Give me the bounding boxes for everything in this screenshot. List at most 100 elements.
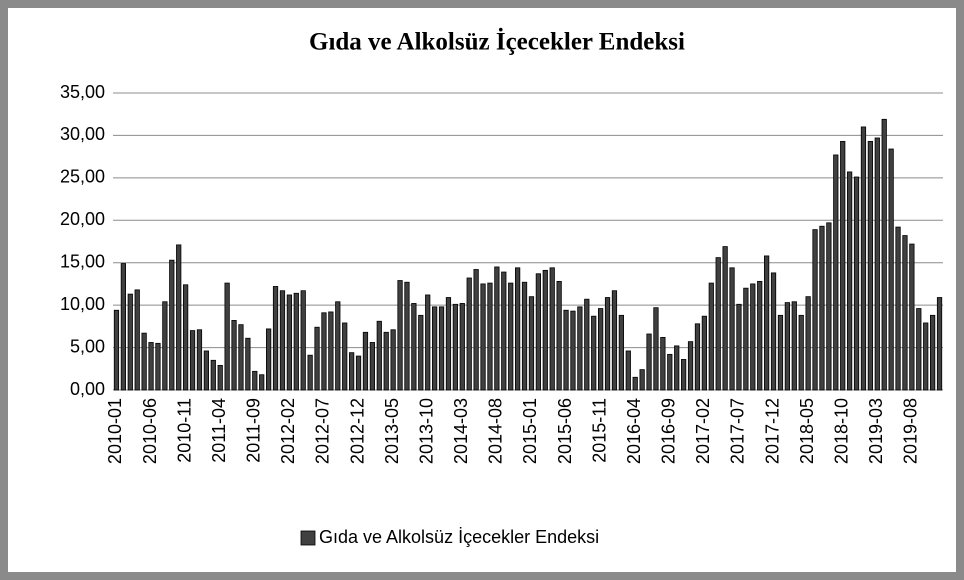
bar bbox=[203, 350, 209, 391]
bar bbox=[743, 287, 749, 391]
bar bbox=[314, 326, 320, 391]
y-tick-label: 30,00 bbox=[60, 124, 105, 144]
y-tick-label: 25,00 bbox=[60, 167, 105, 187]
bar bbox=[764, 255, 770, 391]
x-tick-label: 2016-04 bbox=[624, 398, 644, 464]
legend-swatch bbox=[300, 530, 316, 546]
bar bbox=[127, 293, 133, 391]
bar bbox=[757, 280, 763, 391]
x-tick-label: 2015-11 bbox=[589, 398, 609, 463]
x-tick-label: 2010-01 bbox=[105, 398, 125, 464]
x-tick-label: 2017-07 bbox=[728, 398, 748, 464]
y-tick-label: 10,00 bbox=[60, 294, 105, 314]
bar bbox=[473, 269, 479, 391]
bar bbox=[549, 267, 555, 391]
bar bbox=[355, 355, 362, 391]
bar bbox=[784, 302, 790, 391]
bar bbox=[777, 314, 784, 391]
bar bbox=[694, 323, 701, 391]
bar bbox=[438, 306, 445, 391]
x-tick-label: 2011-09 bbox=[244, 398, 264, 463]
bar bbox=[660, 336, 666, 391]
bar bbox=[113, 309, 120, 391]
bar bbox=[591, 315, 597, 391]
bar bbox=[798, 314, 804, 391]
y-tick-label: 0,00 bbox=[70, 379, 105, 399]
bar bbox=[342, 322, 348, 391]
bar bbox=[293, 292, 299, 391]
bar bbox=[930, 314, 936, 391]
bar bbox=[923, 322, 929, 391]
chart-title: Gıda ve Alkolsüz İçecekler Endeksi bbox=[309, 28, 685, 56]
bar bbox=[902, 235, 908, 391]
bar bbox=[646, 333, 652, 391]
x-tick-label: 2018-10 bbox=[831, 398, 851, 464]
bar bbox=[272, 286, 279, 391]
y-tick-label: 15,00 bbox=[60, 251, 105, 271]
bar bbox=[279, 290, 286, 391]
bar bbox=[328, 311, 334, 391]
bar bbox=[196, 329, 203, 391]
bar bbox=[432, 306, 438, 391]
x-tick-label: 2015-01 bbox=[520, 398, 540, 464]
bar bbox=[819, 225, 825, 391]
bar bbox=[141, 332, 147, 391]
bar bbox=[369, 342, 375, 391]
bar bbox=[812, 229, 818, 391]
bar bbox=[853, 176, 860, 391]
bar bbox=[632, 376, 638, 391]
bar bbox=[701, 315, 707, 391]
bar bbox=[639, 369, 645, 391]
bar bbox=[515, 267, 521, 391]
bar bbox=[245, 337, 251, 391]
bar bbox=[210, 359, 216, 391]
bar bbox=[411, 303, 417, 391]
bar bbox=[349, 352, 355, 391]
bar bbox=[881, 118, 887, 391]
bar bbox=[494, 266, 500, 391]
bar bbox=[335, 301, 341, 391]
bar bbox=[604, 297, 611, 391]
bar bbox=[466, 277, 472, 391]
bar bbox=[563, 309, 569, 391]
bar bbox=[376, 320, 382, 391]
bar bbox=[176, 244, 182, 391]
bar bbox=[397, 280, 403, 391]
bar bbox=[542, 269, 548, 391]
bar bbox=[805, 296, 811, 391]
bar bbox=[120, 263, 126, 391]
bar bbox=[888, 148, 894, 391]
x-tick-label: 2018-05 bbox=[797, 398, 817, 464]
bar bbox=[722, 246, 728, 391]
bar bbox=[750, 283, 756, 391]
bar bbox=[452, 303, 458, 391]
bar bbox=[169, 259, 175, 391]
bar bbox=[598, 308, 604, 391]
x-tick-label: 2014-08 bbox=[486, 398, 506, 464]
bar bbox=[708, 282, 714, 391]
bar bbox=[521, 281, 528, 391]
bar bbox=[300, 290, 306, 391]
legend-label: Gıda ve Alkolsüz İçecekler Endeksi bbox=[319, 527, 599, 547]
bar bbox=[217, 364, 223, 391]
bar bbox=[667, 353, 673, 391]
bar bbox=[321, 312, 327, 391]
bar bbox=[577, 306, 583, 391]
bar bbox=[528, 296, 535, 391]
x-tick-label: 2017-12 bbox=[762, 398, 782, 464]
bar bbox=[231, 320, 237, 391]
bar bbox=[916, 308, 922, 391]
bar bbox=[390, 329, 396, 391]
bar bbox=[445, 297, 452, 391]
x-tick-label: 2017-02 bbox=[693, 398, 713, 464]
bar bbox=[584, 298, 590, 391]
bar bbox=[134, 289, 140, 391]
x-tick-label: 2013-10 bbox=[416, 398, 436, 464]
bar bbox=[867, 140, 873, 391]
bar bbox=[611, 290, 618, 391]
bar bbox=[729, 267, 735, 391]
bar bbox=[840, 140, 846, 391]
bar bbox=[874, 137, 880, 391]
bar bbox=[618, 314, 624, 391]
